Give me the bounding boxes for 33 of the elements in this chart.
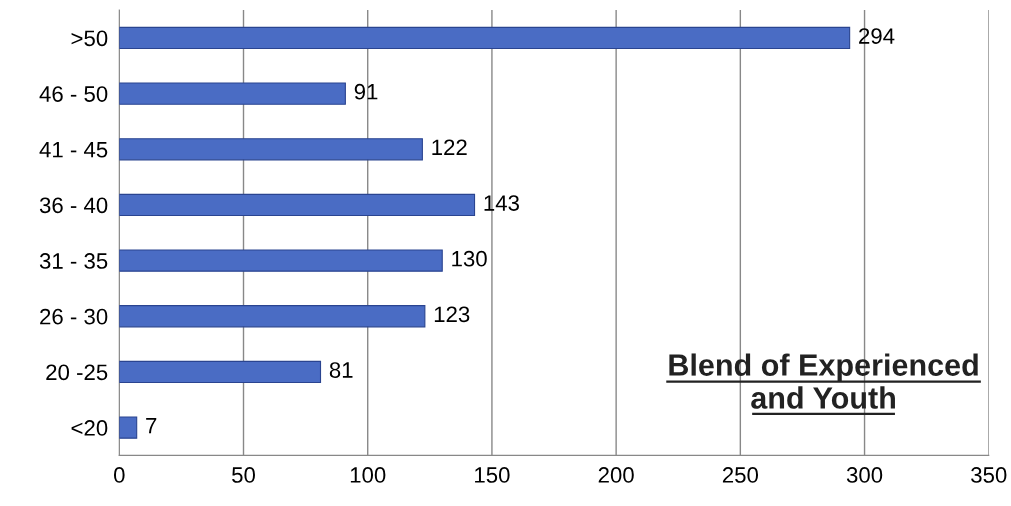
y-tick-label: <20 bbox=[71, 420, 108, 436]
y-tick-label: 36 - 40 bbox=[39, 197, 108, 214]
data-label: 7 bbox=[146, 418, 157, 434]
x-tick-label: 350 bbox=[971, 467, 1007, 483]
data-label: 81 bbox=[329, 362, 353, 378]
bar bbox=[119, 305, 426, 328]
x-tick-label: 100 bbox=[350, 467, 386, 483]
y-tick-label: 26 - 30 bbox=[40, 308, 108, 325]
x-tick-label: 50 bbox=[232, 467, 255, 483]
bar bbox=[119, 416, 138, 439]
bar bbox=[119, 360, 322, 384]
x-tick-label: 0 bbox=[113, 467, 125, 483]
data-label: 130 bbox=[452, 250, 487, 267]
text: Blend of Experienced and Youth bbox=[669, 353, 978, 409]
data-label: 91 bbox=[354, 83, 378, 100]
data-label: 122 bbox=[432, 139, 467, 156]
y-tick-label: 31 - 35 bbox=[39, 253, 108, 269]
bar bbox=[119, 138, 423, 161]
bar bbox=[119, 26, 851, 50]
data-label: 123 bbox=[434, 306, 470, 323]
y-tick-label: >50 bbox=[71, 30, 108, 47]
y-tick-label: 20 -25 bbox=[46, 364, 108, 381]
x-tick-label: 150 bbox=[475, 467, 510, 483]
y-tick-label: 41 - 45 bbox=[39, 142, 108, 158]
y-tick-label: 46 - 50 bbox=[39, 86, 108, 102]
bar bbox=[119, 193, 476, 217]
bar bbox=[119, 82, 346, 105]
x-tick-label: 250 bbox=[722, 467, 759, 483]
x-tick-label: 200 bbox=[598, 467, 634, 483]
bar bbox=[119, 249, 443, 272]
data-label: 143 bbox=[484, 195, 519, 211]
data-label: 294 bbox=[859, 28, 895, 44]
x-tick-label: 300 bbox=[846, 467, 883, 483]
